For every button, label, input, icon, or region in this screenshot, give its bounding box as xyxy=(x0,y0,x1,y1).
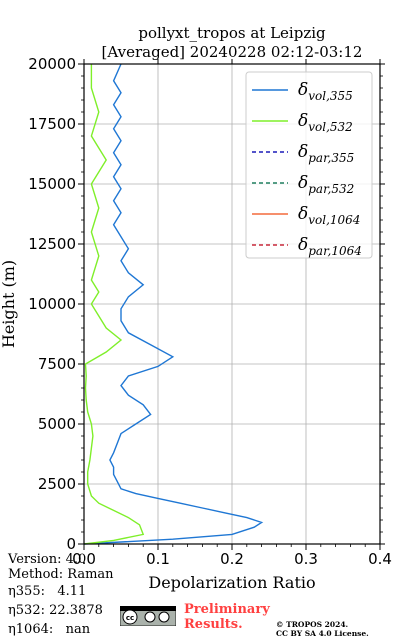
version-text: Version: 4.0 xyxy=(8,552,87,567)
svg-text:cc: cc xyxy=(126,614,134,622)
depolarization-chart: pollyxt_tropos at Leipzig [Averaged] 202… xyxy=(0,24,392,592)
copyright-line-2: CC BY SA 4.0 License. xyxy=(276,629,369,638)
copyright-line-1: © TROPOS 2024. xyxy=(276,620,349,629)
legend-items: δvol,355 δvol,532 δpar,355 δpar,532 δvol,106… xyxy=(252,80,362,258)
axis-ticks: 0.0 0.1 0.2 0.3 0.4 0 2500 5000 7500 10000 12500 15… xyxy=(28,55,392,568)
legend-box xyxy=(245,71,373,259)
y-tick-label: 17500 xyxy=(28,115,76,133)
legend-label: δvol,1064 xyxy=(298,204,360,227)
legend-label: δpar,355 xyxy=(298,142,354,165)
y-tick-label: 5000 xyxy=(38,415,76,433)
y-axis-label: Height (m) xyxy=(0,260,18,348)
x-tick-label: 0.3 xyxy=(294,550,318,568)
series-line-2 xyxy=(83,64,145,545)
legend: δvol,355 δvol,532 δpar,355 δpar,532 δvol,106… xyxy=(245,71,373,259)
legend-label: δpar,532 xyxy=(298,173,354,196)
y-tick-label: 12500 xyxy=(28,235,76,253)
x-axis-label: Depolarization Ratio xyxy=(148,573,315,592)
cc-by-sa-badge: cc xyxy=(120,606,176,626)
x-tick-label: 0.0 xyxy=(72,550,96,568)
legend-label: δpar,1064 xyxy=(298,235,362,258)
y-tick-label: 20000 xyxy=(28,55,76,73)
y-tick-label: 2500 xyxy=(38,475,76,493)
y-tick-label: 10000 xyxy=(28,295,76,313)
copyright-note: © TROPOS 2024. CC BY SA 4.0 License. xyxy=(276,620,369,638)
y-tick-label: 15000 xyxy=(28,175,76,193)
preliminary-note: Preliminary Results. xyxy=(184,602,270,632)
legend-label: δvol,355 xyxy=(298,80,353,103)
preliminary-line-1: Preliminary xyxy=(184,602,270,617)
eta1064-text: η1064: nan xyxy=(8,622,91,637)
series-line-1 xyxy=(83,63,264,545)
chart-subtitle: [Averaged] 20240228 02:12-03:12 xyxy=(102,43,363,61)
x-tick-label: 0.2 xyxy=(220,550,244,568)
x-tick-label: 0.1 xyxy=(146,550,170,568)
method-text: Method: Raman xyxy=(8,567,114,582)
legend-label: δvol,532 xyxy=(298,111,353,134)
eta355-text: η355: 4.11 xyxy=(8,584,87,599)
y-tick-label: 7500 xyxy=(38,355,76,373)
x-tick-label: 0.4 xyxy=(368,550,392,568)
chart-title: pollyxt_tropos at Leipzig xyxy=(138,24,326,42)
series-layer xyxy=(83,63,264,545)
eta532-text: η532: 22.3878 xyxy=(8,603,103,618)
y-tick-label: 0 xyxy=(66,535,76,553)
preliminary-line-2: Results. xyxy=(184,617,243,632)
